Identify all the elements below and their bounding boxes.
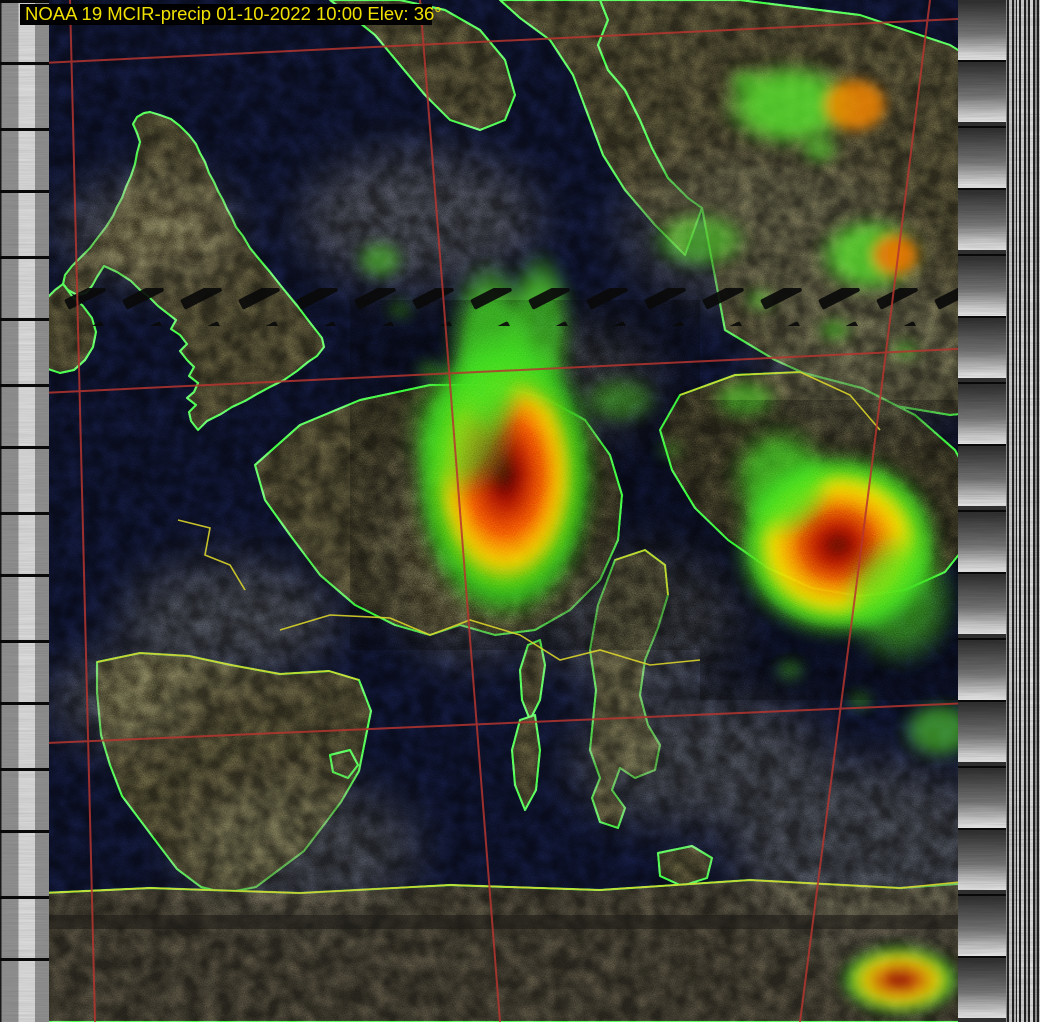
svg-text:NOAA 19 MCIR-precip 01-10-2022: NOAA 19 MCIR-precip 01-10-2022 10:00 Ele… <box>25 3 442 24</box>
